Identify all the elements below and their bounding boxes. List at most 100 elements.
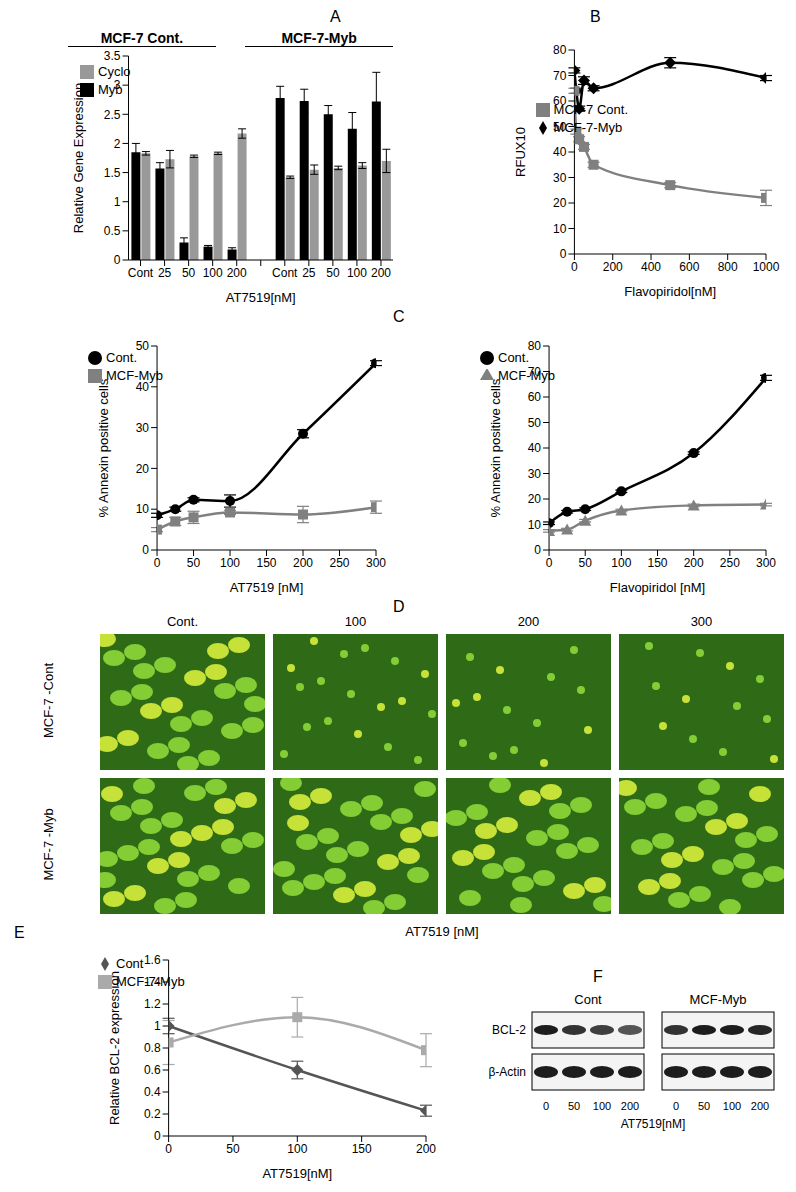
svg-text:100: 100 <box>220 556 240 570</box>
svg-text:100: 100 <box>611 556 631 570</box>
svg-text:300: 300 <box>366 556 386 570</box>
svg-text:0.6: 0.6 <box>144 1063 161 1077</box>
svg-text:200: 200 <box>603 260 623 274</box>
svg-text:200: 200 <box>227 266 247 280</box>
svg-text:0: 0 <box>534 543 541 557</box>
svg-text:250: 250 <box>329 556 349 570</box>
svg-text:0: 0 <box>154 556 161 570</box>
svg-text:300: 300 <box>756 556 776 570</box>
svg-text:200: 200 <box>684 556 704 570</box>
svg-text:0: 0 <box>543 1100 549 1112</box>
svg-text:20: 20 <box>528 492 542 506</box>
svg-text:70: 70 <box>528 365 542 379</box>
svg-text:0: 0 <box>114 253 121 267</box>
html-text:MCF-7 Cont.: MCF-7 Cont. <box>100 30 184 46</box>
svg-text:30: 30 <box>528 467 542 481</box>
svg-text:150: 150 <box>257 556 277 570</box>
svg-text:250: 250 <box>720 556 740 570</box>
svg-text:150: 150 <box>648 556 668 570</box>
svg-text:40: 40 <box>136 380 150 394</box>
svg-text:AT7519[nM]: AT7519[nM] <box>621 1117 685 1131</box>
svg-text:60: 60 <box>528 390 542 404</box>
svg-text:800: 800 <box>718 260 738 274</box>
svg-text:Flavopiridol[nM]: Flavopiridol[nM] <box>624 284 716 299</box>
svg-text:0: 0 <box>165 1142 172 1156</box>
svg-text:2: 2 <box>114 137 121 151</box>
svg-text:1: 1 <box>114 195 121 209</box>
svg-text:3.5: 3.5 <box>104 49 121 63</box>
svg-text:0.2: 0.2 <box>144 1107 161 1121</box>
svg-text:% Annexin positive cells: % Annexin positive cells <box>488 378 503 517</box>
svg-text:50: 50 <box>553 120 567 134</box>
svg-text:0: 0 <box>560 247 567 261</box>
svg-text:0.4: 0.4 <box>144 1085 161 1099</box>
svg-text:60: 60 <box>553 94 567 108</box>
svg-text:1.2: 1.2 <box>144 997 161 1011</box>
svg-text:40: 40 <box>528 441 542 455</box>
svg-text:Relative BCL-2 expression: Relative BCL-2 expression <box>107 971 122 1125</box>
svg-text:Cont: Cont <box>574 992 602 1007</box>
svg-text:25: 25 <box>158 266 172 280</box>
svg-text:100: 100 <box>723 1100 741 1112</box>
svg-text:3: 3 <box>114 78 121 92</box>
svg-text:100: 100 <box>287 1142 307 1156</box>
svg-text:10: 10 <box>553 222 567 236</box>
svg-text:Relative Gene Expression: Relative Gene Expression <box>71 83 86 233</box>
svg-text:20: 20 <box>553 196 567 210</box>
svg-text:% Annexin positive cells: % Annexin positive cells <box>96 378 111 517</box>
svg-text:50: 50 <box>568 1100 580 1112</box>
svg-text:0: 0 <box>673 1100 679 1112</box>
svg-text:50: 50 <box>579 556 593 570</box>
svg-text:400: 400 <box>641 260 661 274</box>
svg-text:RFUX10: RFUX10 <box>513 127 528 177</box>
svg-text:50: 50 <box>187 556 201 570</box>
svg-text:β-Actin: β-Actin <box>488 1065 526 1079</box>
svg-text:1: 1 <box>154 1019 161 1033</box>
svg-text:Cont: Cont <box>128 266 154 280</box>
svg-text:100: 100 <box>593 1100 611 1112</box>
svg-text:BCL-2: BCL-2 <box>492 1023 526 1037</box>
svg-text:50: 50 <box>182 266 196 280</box>
svg-text:AT7519[nM]: AT7519[nM] <box>226 290 296 305</box>
svg-text:100: 100 <box>203 266 223 280</box>
svg-text:80: 80 <box>553 43 567 57</box>
svg-text:200: 200 <box>371 266 391 280</box>
svg-text:2.5: 2.5 <box>104 108 121 122</box>
svg-text:25: 25 <box>302 266 316 280</box>
svg-text:0: 0 <box>546 556 553 570</box>
svg-text:200: 200 <box>751 1100 769 1112</box>
svg-text:200: 200 <box>416 1142 436 1156</box>
svg-text:0.8: 0.8 <box>144 1041 161 1055</box>
svg-text:70: 70 <box>553 69 567 83</box>
svg-text:AT7519[nM]: AT7519[nM] <box>262 1166 332 1181</box>
svg-text:200: 200 <box>621 1100 639 1112</box>
svg-text:80: 80 <box>528 339 542 353</box>
svg-text:100: 100 <box>347 266 367 280</box>
svg-text:200: 200 <box>293 556 313 570</box>
svg-text:30: 30 <box>136 421 150 435</box>
svg-text:MCF-Myb: MCF-Myb <box>689 992 746 1007</box>
svg-text:40: 40 <box>553 145 567 159</box>
svg-text:0: 0 <box>154 1129 161 1143</box>
svg-text:50: 50 <box>326 266 340 280</box>
svg-text:0: 0 <box>571 260 578 274</box>
svg-text:1000: 1000 <box>753 260 780 274</box>
svg-text:1.4: 1.4 <box>144 975 161 989</box>
svg-text:50: 50 <box>528 416 542 430</box>
svg-text:1.5: 1.5 <box>104 166 121 180</box>
svg-text:Cont: Cont <box>272 266 298 280</box>
svg-text:30: 30 <box>553 171 567 185</box>
svg-text:1.6: 1.6 <box>144 953 161 967</box>
svg-text:50: 50 <box>698 1100 710 1112</box>
svg-text:20: 20 <box>136 462 150 476</box>
svg-text:10: 10 <box>528 518 542 532</box>
svg-text:10: 10 <box>136 502 150 516</box>
svg-text:AT7519 [nM]: AT7519 [nM] <box>230 580 303 595</box>
svg-text:50: 50 <box>136 339 150 353</box>
svg-text:Flavopiridol [nM]: Flavopiridol [nM] <box>610 580 705 595</box>
svg-text:0: 0 <box>142 543 149 557</box>
svg-text:600: 600 <box>679 260 699 274</box>
svg-text:50: 50 <box>226 1142 240 1156</box>
svg-text:0.5: 0.5 <box>104 224 121 238</box>
svg-text:150: 150 <box>352 1142 372 1156</box>
